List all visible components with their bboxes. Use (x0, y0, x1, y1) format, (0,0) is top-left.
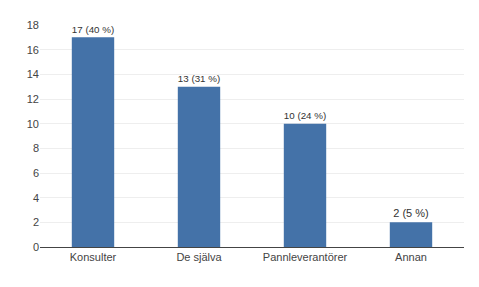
svg-text:12: 12 (27, 93, 39, 105)
svg-text:14: 14 (27, 68, 39, 80)
svg-text:8: 8 (33, 142, 39, 154)
svg-text:4: 4 (33, 192, 39, 204)
svg-text:De själva: De själva (176, 251, 222, 263)
svg-text:17 (40 %): 17 (40 %) (72, 24, 114, 35)
svg-text:18: 18 (27, 19, 39, 31)
svg-text:16: 16 (27, 44, 39, 56)
svg-text:2 (5 %): 2 (5 %) (393, 207, 428, 219)
svg-text:10: 10 (27, 118, 39, 130)
svg-text:2: 2 (33, 216, 39, 228)
svg-text:Annan: Annan (395, 251, 427, 263)
svg-text:Konsulter: Konsulter (70, 251, 117, 263)
svg-text:0: 0 (33, 241, 39, 253)
svg-text:Pannleverantörer: Pannleverantörer (263, 251, 348, 263)
svg-text:10 (24 %): 10 (24 %) (284, 110, 326, 121)
svg-text:13 (31 %): 13 (31 %) (178, 73, 220, 84)
svg-text:6: 6 (33, 167, 39, 179)
